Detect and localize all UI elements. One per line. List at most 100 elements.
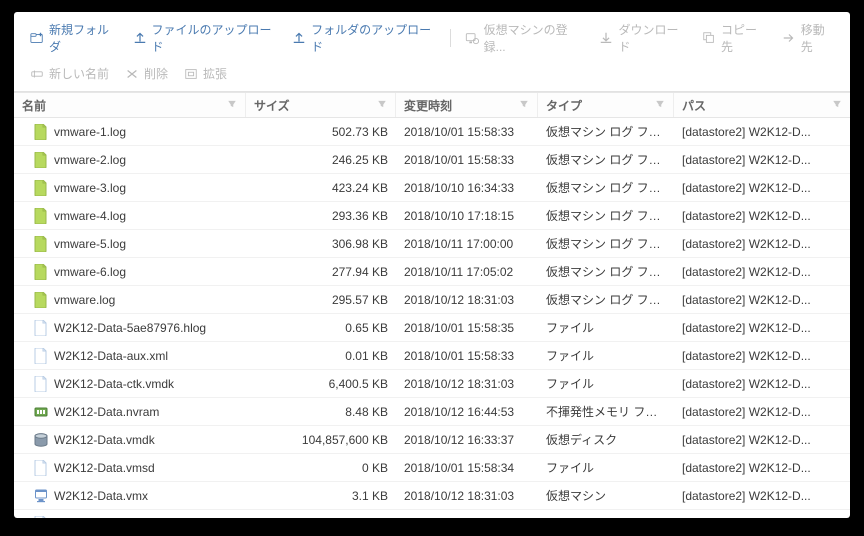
move-to-label: 移動先 xyxy=(801,21,834,55)
cell-size: 502.73 KB xyxy=(246,125,396,139)
cell-type: 不揮発性メモリ ファ... xyxy=(538,403,674,420)
filter-icon[interactable] xyxy=(655,98,665,112)
cell-path: [datastore2] W2K12-D... xyxy=(674,517,850,519)
cell-name: W2K12-Data.vmsd xyxy=(54,461,155,475)
cell-size: 246.25 KB xyxy=(246,153,396,167)
delete-button[interactable]: 削除 xyxy=(119,62,174,85)
table-row[interactable]: W2K12-Data-aux.xml 0.01 KB 2018/10/01 15… xyxy=(14,342,850,370)
cell-path: [datastore2] W2K12-D... xyxy=(674,237,850,251)
file-type-icon xyxy=(34,292,48,308)
table-row[interactable]: vmware-3.log 423.24 KB 2018/10/10 16:34:… xyxy=(14,174,850,202)
file-type-icon xyxy=(34,208,48,224)
filter-icon[interactable] xyxy=(377,98,387,112)
table-row[interactable]: vmware-6.log 277.94 KB 2018/10/11 17:05:… xyxy=(14,258,850,286)
cell-name: vmware-5.log xyxy=(54,237,126,251)
cell-path: [datastore2] W2K12-D... xyxy=(674,349,850,363)
rename-label: 新しい名前 xyxy=(49,65,109,82)
file-browser-window: 新規フォルダ ファイルのアップロード フォルダのアップロード 仮想マシンの登録.… xyxy=(14,12,850,518)
move-to-button[interactable]: 移動先 xyxy=(776,18,840,58)
table-row[interactable]: W2K12-Data-5ae87976.hlog 0.65 KB 2018/10… xyxy=(14,314,850,342)
cell-path: [datastore2] W2K12-D... xyxy=(674,181,850,195)
upload-icon xyxy=(292,31,306,45)
cell-path: [datastore2] W2K12-D... xyxy=(674,125,850,139)
cell-size: 0.65 KB xyxy=(246,321,396,335)
col-header-type[interactable]: タイプ xyxy=(538,93,674,117)
cell-size: 423.24 KB xyxy=(246,181,396,195)
cell-name: vmware-2.log xyxy=(54,153,126,167)
cell-path: [datastore2] W2K12-D... xyxy=(674,265,850,279)
cell-name: vmware-6.log xyxy=(54,265,126,279)
col-header-date[interactable]: 変更時刻 xyxy=(396,93,538,117)
toolbar-primary: 新規フォルダ ファイルのアップロード フォルダのアップロード 仮想マシンの登録.… xyxy=(14,12,850,58)
download-button[interactable]: ダウンロード xyxy=(593,18,692,58)
filter-icon[interactable] xyxy=(519,98,529,112)
file-type-icon xyxy=(34,124,48,140)
table-row[interactable]: W2K12-Data.vmsd 0 KB 2018/10/01 15:58:34… xyxy=(14,454,850,482)
table-row[interactable]: W2K12-Data.vmdk 104,857,600 KB 2018/10/1… xyxy=(14,426,850,454)
cell-path: [datastore2] W2K12-D... xyxy=(674,377,850,391)
file-type-icon xyxy=(34,488,48,504)
cell-name: vmware.log xyxy=(54,293,115,307)
cell-path: [datastore2] W2K12-D... xyxy=(674,293,850,307)
cell-size: 3.1 KB xyxy=(246,489,396,503)
file-type-icon xyxy=(34,404,48,420)
table-row[interactable]: W2K12-Data-ctk.vmdk 6,400.5 KB 2018/10/1… xyxy=(14,370,850,398)
col-header-path[interactable]: パス xyxy=(674,93,850,117)
cell-type: ファイル xyxy=(538,375,674,392)
cell-type: 仮想マシン ログ ファ... xyxy=(538,123,674,140)
cell-date: 2018/10/01 15:58:35 xyxy=(396,321,538,335)
cell-type: 仮想マシン ログ ファ... xyxy=(538,179,674,196)
cell-size: 0.01 KB xyxy=(246,349,396,363)
expand-button[interactable]: 拡張 xyxy=(178,62,233,85)
cell-date: 2018/10/12 18:31:03 xyxy=(396,489,538,503)
cell-name: W2K12-Data.vmdk xyxy=(54,433,155,447)
new-folder-button[interactable]: 新規フォルダ xyxy=(24,18,123,58)
cell-size: 293.36 KB xyxy=(246,209,396,223)
cell-type: ファイル xyxy=(538,515,674,518)
cell-name: vmware-3.log xyxy=(54,181,126,195)
cell-type: ファイル xyxy=(538,319,674,336)
upload-icon xyxy=(133,31,147,45)
col-header-name[interactable]: 名前 xyxy=(14,93,246,117)
col-header-path-label: パス xyxy=(682,97,706,114)
cell-date: 2018/10/12 16:44:53 xyxy=(396,405,538,419)
file-type-icon xyxy=(34,348,48,364)
cell-type: 仮想マシン ログ ファ... xyxy=(538,291,674,308)
cell-type: ファイル xyxy=(538,459,674,476)
filter-icon[interactable] xyxy=(227,98,237,112)
table-row[interactable]: W2K12-Data.vmxf 3.11 KB 2018/10/10 15:52… xyxy=(14,510,850,518)
col-header-name-label: 名前 xyxy=(22,97,46,114)
cell-type: 仮想マシン ログ ファ... xyxy=(538,151,674,168)
table-row[interactable]: vmware-4.log 293.36 KB 2018/10/10 17:18:… xyxy=(14,202,850,230)
copy-to-button[interactable]: コピー先 xyxy=(696,18,772,58)
register-vm-button[interactable]: 仮想マシンの登録... xyxy=(459,18,590,58)
rename-button[interactable]: 新しい名前 xyxy=(24,62,115,85)
cell-date: 2018/10/01 15:58:33 xyxy=(396,153,538,167)
toolbar-secondary: 新しい名前 削除 拡張 xyxy=(14,58,850,92)
file-type-icon xyxy=(34,460,48,476)
upload-folder-button[interactable]: フォルダのアップロード xyxy=(286,18,442,58)
cell-date: 2018/10/12 16:33:37 xyxy=(396,433,538,447)
table-row[interactable]: vmware.log 295.57 KB 2018/10/12 18:31:03… xyxy=(14,286,850,314)
cell-path: [datastore2] W2K12-D... xyxy=(674,461,850,475)
upload-file-button[interactable]: ファイルのアップロード xyxy=(127,18,283,58)
cell-size: 8.48 KB xyxy=(246,405,396,419)
cell-name: W2K12-Data-aux.xml xyxy=(54,349,168,363)
cell-path: [datastore2] W2K12-D... xyxy=(674,433,850,447)
cell-size: 3.11 KB xyxy=(246,517,396,519)
cell-type: 仮想ディスク xyxy=(538,431,674,448)
cell-date: 2018/10/10 17:18:15 xyxy=(396,209,538,223)
filter-icon[interactable] xyxy=(832,98,842,112)
cell-date: 2018/10/12 18:31:03 xyxy=(396,377,538,391)
cell-size: 0 KB xyxy=(246,461,396,475)
cell-type: ファイル xyxy=(538,347,674,364)
table-row[interactable]: vmware-2.log 246.25 KB 2018/10/01 15:58:… xyxy=(14,146,850,174)
table-row[interactable]: vmware-5.log 306.98 KB 2018/10/11 17:00:… xyxy=(14,230,850,258)
table-row[interactable]: W2K12-Data.vmx 3.1 KB 2018/10/12 18:31:0… xyxy=(14,482,850,510)
expand-icon xyxy=(184,67,198,81)
table-row[interactable]: W2K12-Data.nvram 8.48 KB 2018/10/12 16:4… xyxy=(14,398,850,426)
file-type-icon xyxy=(34,376,48,392)
cell-path: [datastore2] W2K12-D... xyxy=(674,405,850,419)
table-row[interactable]: vmware-1.log 502.73 KB 2018/10/01 15:58:… xyxy=(14,118,850,146)
col-header-size[interactable]: サイズ xyxy=(246,93,396,117)
